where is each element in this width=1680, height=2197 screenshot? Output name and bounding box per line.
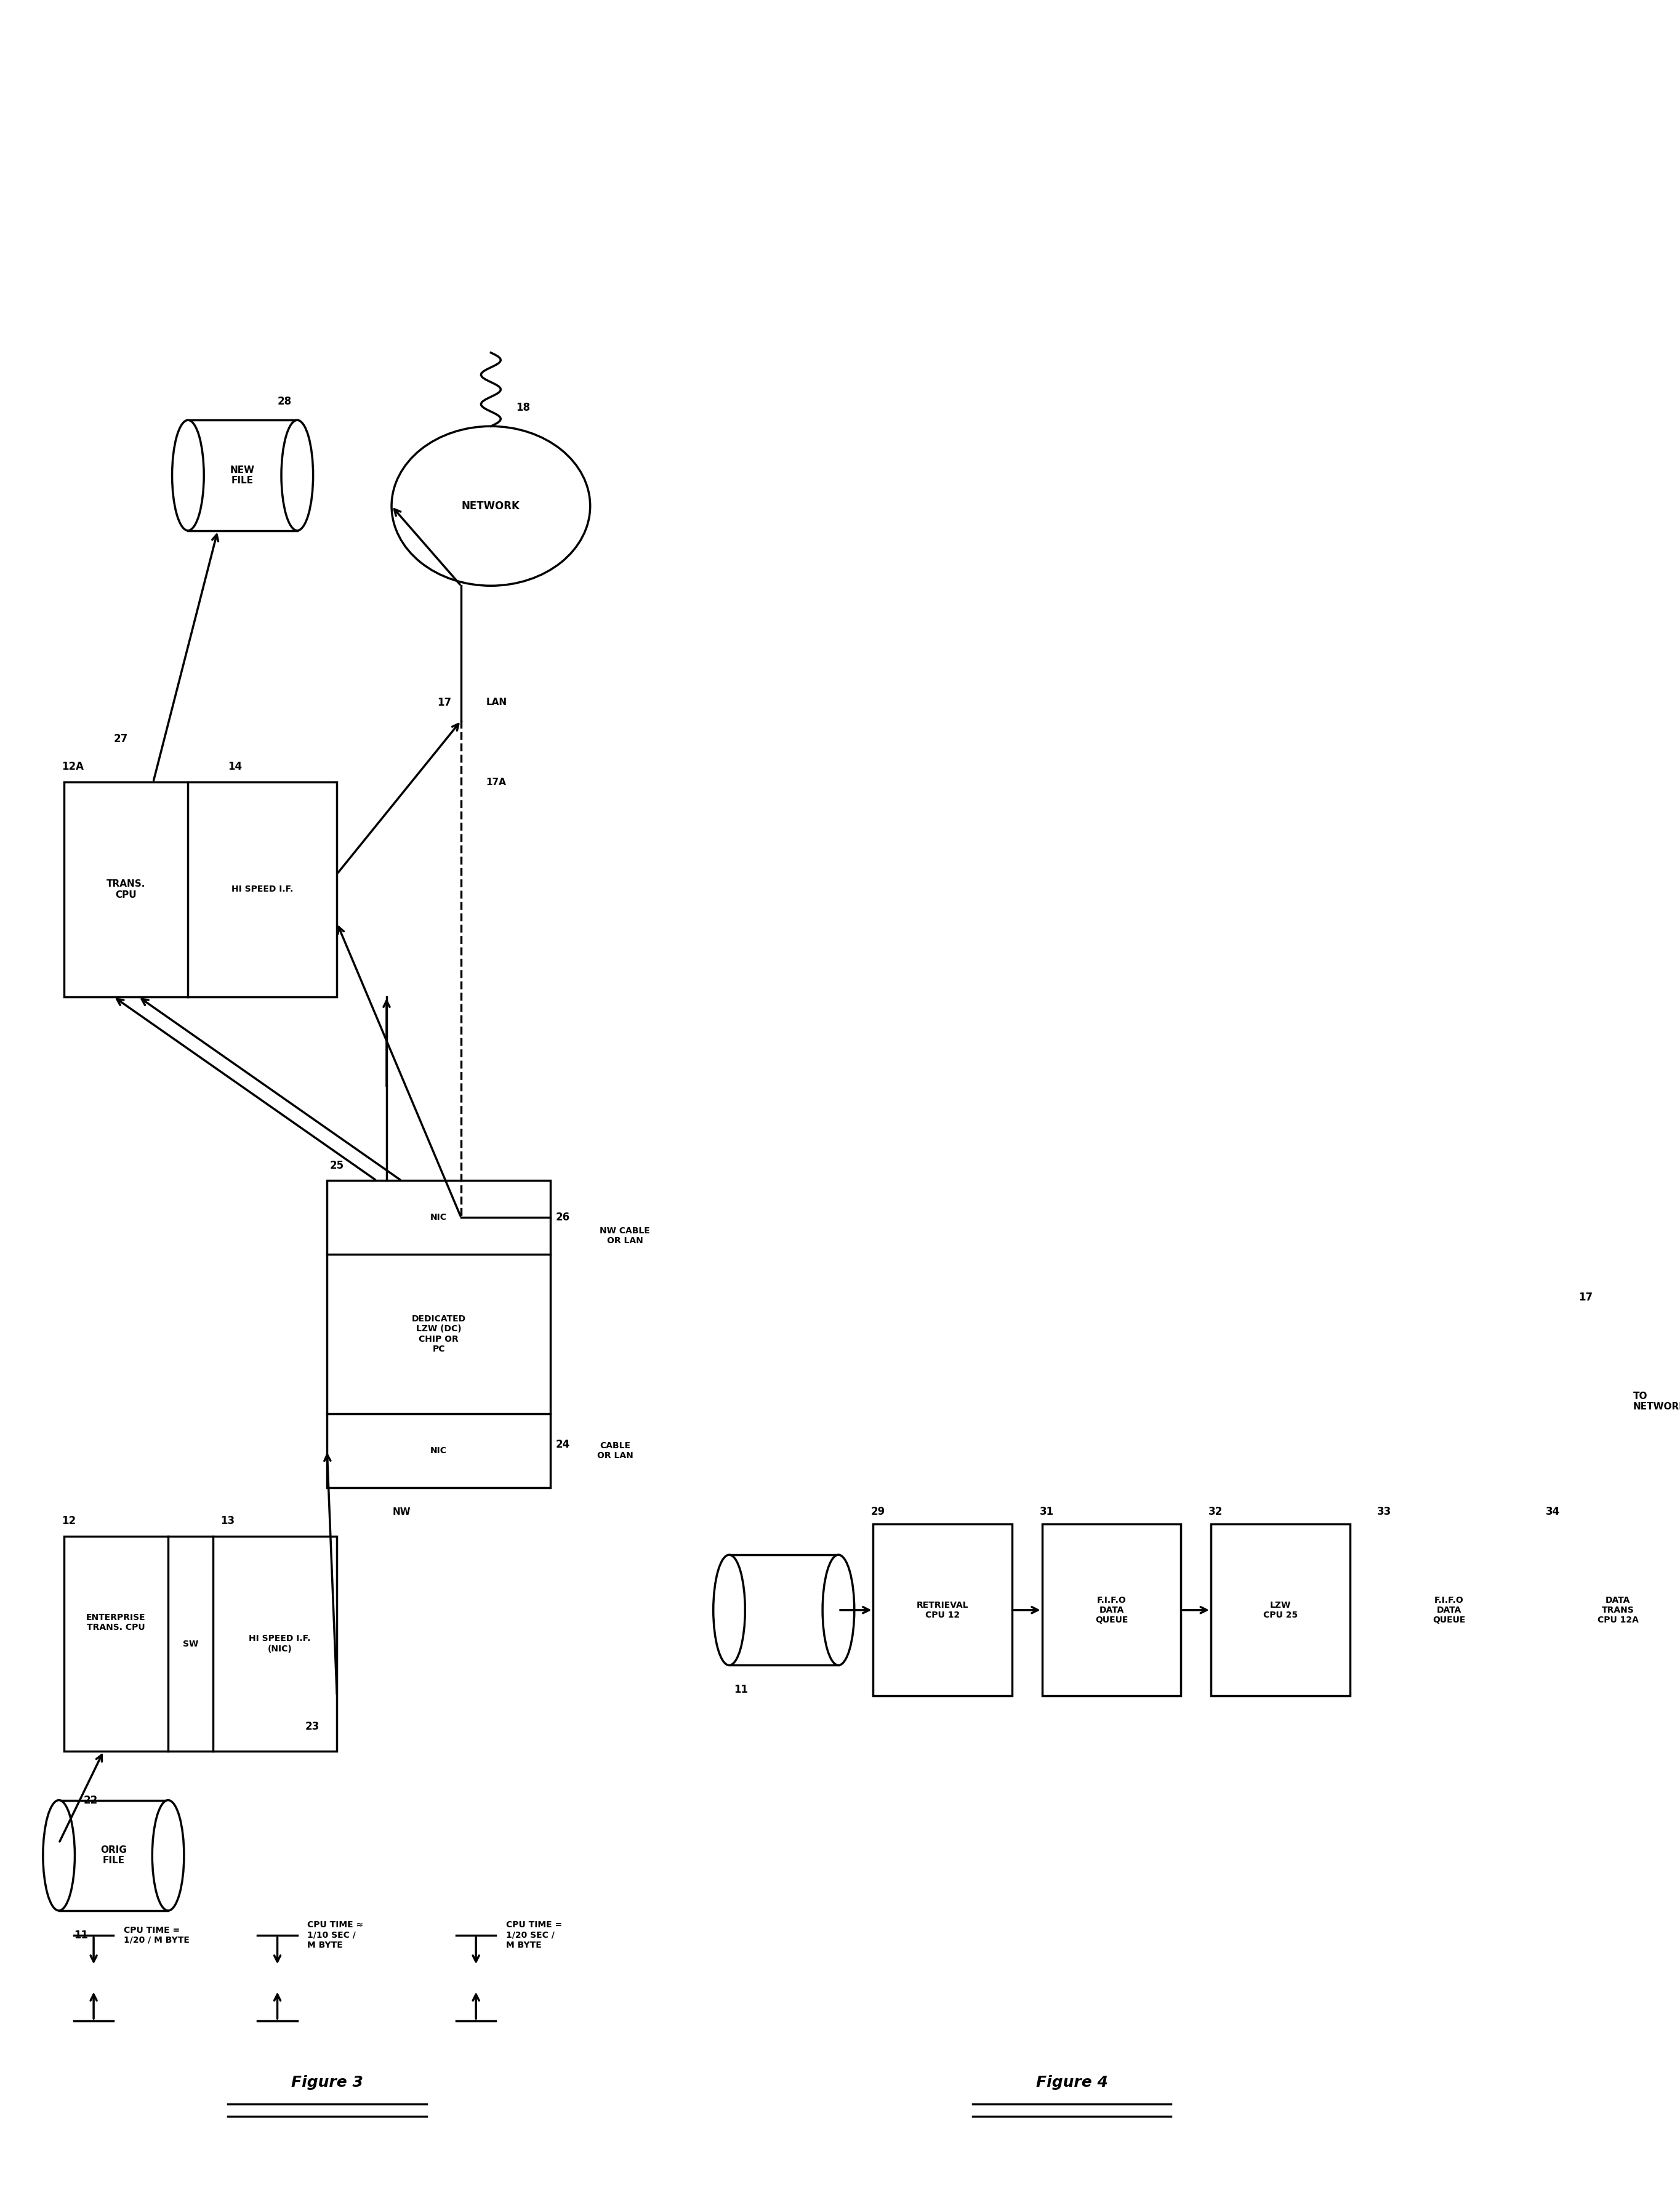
- Text: 32: 32: [1208, 1507, 1223, 1518]
- Text: 14: 14: [228, 760, 242, 771]
- Bar: [328, 1180, 551, 1487]
- Bar: [59, 1799, 168, 1911]
- Text: LAN: LAN: [486, 699, 507, 707]
- Text: 12: 12: [62, 1516, 76, 1527]
- Text: 17: 17: [1578, 1292, 1593, 1303]
- Text: NW: NW: [393, 1507, 410, 1516]
- Text: CABLE
OR LAN: CABLE OR LAN: [596, 1441, 633, 1459]
- Ellipse shape: [714, 1555, 746, 1665]
- Text: 11: 11: [734, 1685, 748, 1696]
- Text: CPU TIME =
1/20 / M BYTE: CPU TIME = 1/20 / M BYTE: [123, 1927, 190, 1944]
- Ellipse shape: [391, 426, 590, 587]
- Text: F.I.F.O
DATA
QUEUE: F.I.F.O DATA QUEUE: [1095, 1595, 1127, 1624]
- Bar: [874, 1525, 1013, 1696]
- Text: TRANS.
CPU: TRANS. CPU: [106, 879, 146, 899]
- Text: 29: 29: [870, 1507, 885, 1518]
- Text: ENTERPRISE
TRANS. CPU: ENTERPRISE TRANS. CPU: [86, 1613, 146, 1632]
- Text: NEW
FILE: NEW FILE: [230, 466, 255, 486]
- Bar: [729, 1555, 838, 1665]
- Text: 27: 27: [114, 734, 128, 745]
- Text: 28: 28: [277, 395, 292, 406]
- Text: RETRIEVAL
CPU 12: RETRIEVAL CPU 12: [917, 1602, 969, 1619]
- Text: DEDICATED
LZW (DC)
CHIP OR
PC: DEDICATED LZW (DC) CHIP OR PC: [412, 1314, 465, 1353]
- Bar: [1211, 1525, 1349, 1696]
- Text: NIC: NIC: [430, 1446, 447, 1454]
- Bar: [1379, 1525, 1519, 1696]
- Text: 24: 24: [556, 1439, 570, 1450]
- Text: 11: 11: [74, 1929, 87, 1940]
- Text: ORIG
FILE: ORIG FILE: [101, 1845, 126, 1865]
- Ellipse shape: [44, 1799, 76, 1911]
- Ellipse shape: [823, 1555, 855, 1665]
- Bar: [64, 782, 338, 997]
- Bar: [1042, 1525, 1181, 1696]
- Text: 26: 26: [556, 1213, 570, 1224]
- Text: 33: 33: [1378, 1507, 1391, 1518]
- Text: HI SPEED I.F.
(NIC): HI SPEED I.F. (NIC): [249, 1635, 311, 1652]
- Text: LZW
CPU 25: LZW CPU 25: [1263, 1602, 1297, 1619]
- Bar: [188, 420, 297, 529]
- Text: F.I.F.O
DATA
QUEUE: F.I.F.O DATA QUEUE: [1433, 1595, 1465, 1624]
- Ellipse shape: [171, 420, 203, 529]
- Text: 13: 13: [220, 1516, 235, 1527]
- Bar: [64, 1536, 338, 1751]
- Text: Figure 4: Figure 4: [1037, 2074, 1107, 2089]
- Text: 12A: 12A: [62, 760, 84, 771]
- Text: NETWORK: NETWORK: [462, 501, 521, 512]
- Text: 25: 25: [329, 1160, 344, 1171]
- Text: 18: 18: [516, 402, 529, 413]
- Text: NIC: NIC: [430, 1213, 447, 1222]
- Text: 22: 22: [84, 1795, 97, 1806]
- Text: 23: 23: [306, 1720, 319, 1731]
- Text: CPU TIME ≈
1/10 SEC /
M BYTE: CPU TIME ≈ 1/10 SEC / M BYTE: [307, 1920, 363, 1949]
- Text: HI SPEED I.F.: HI SPEED I.F.: [232, 885, 294, 894]
- Text: SW: SW: [183, 1639, 198, 1648]
- Text: 31: 31: [1040, 1507, 1053, 1518]
- Text: NW CABLE
OR LAN: NW CABLE OR LAN: [600, 1226, 650, 1246]
- Text: 17: 17: [437, 696, 452, 707]
- Ellipse shape: [153, 1799, 185, 1911]
- Text: Figure 3: Figure 3: [291, 2074, 363, 2089]
- Text: DATA
TRANS
CPU 12A: DATA TRANS CPU 12A: [1598, 1595, 1638, 1624]
- Text: 17A: 17A: [486, 778, 506, 787]
- Bar: [1549, 1525, 1680, 1696]
- Ellipse shape: [281, 420, 312, 529]
- Text: CPU TIME =
1/20 SEC /
M BYTE: CPU TIME = 1/20 SEC / M BYTE: [506, 1920, 561, 1949]
- Text: 34: 34: [1546, 1507, 1561, 1518]
- Text: TO
NETWORK: TO NETWORK: [1633, 1391, 1680, 1410]
